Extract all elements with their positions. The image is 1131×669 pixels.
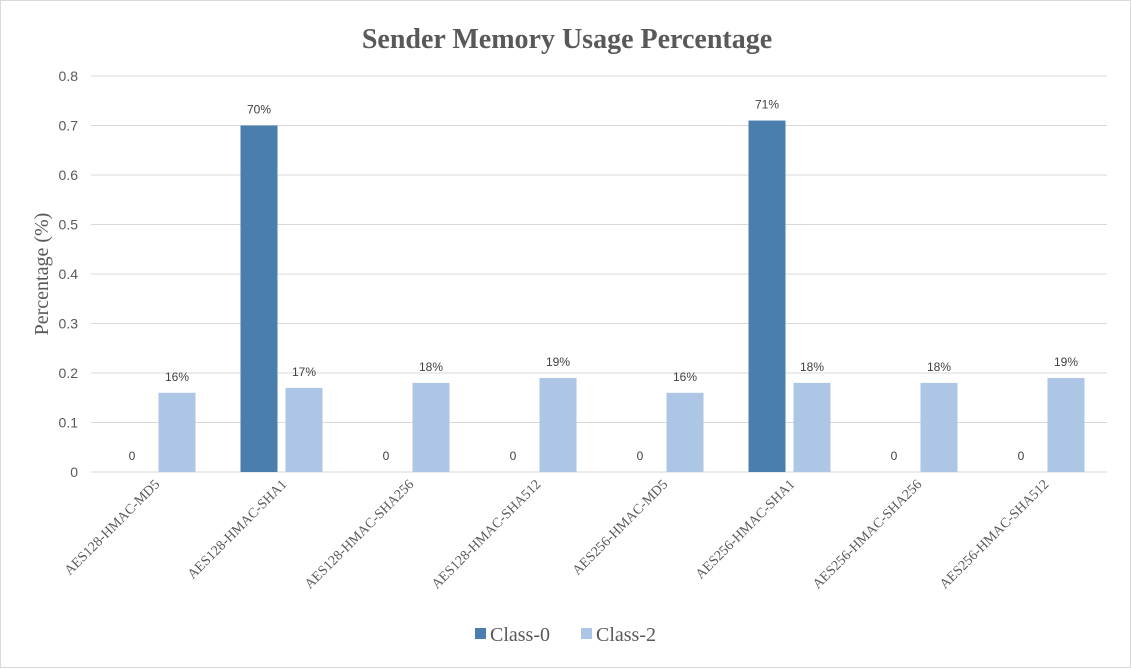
y-tick-label: 0.5 [59, 217, 79, 233]
x-category-label: AES128-HMAC-MD5 [62, 477, 163, 578]
bar-class-2 [412, 382, 450, 472]
y-tick-label: 0.6 [59, 167, 79, 183]
data-label: 0 [383, 449, 390, 463]
y-tick-label: 0.8 [59, 68, 79, 84]
y-tick-label: 0.7 [59, 118, 79, 134]
bar-class-0 [748, 120, 786, 473]
x-category-label: AES256-HMAC-SHA256 [810, 477, 925, 592]
chart-title: Sender Memory Usage Percentage [362, 24, 772, 55]
bar-class-2 [539, 377, 577, 472]
x-axis-categories: AES128-HMAC-MD5 AES128-HMAC-SHA1 AES128-HM… [62, 477, 1052, 592]
y-tick-label: 0.4 [59, 266, 79, 282]
bar-class-2 [158, 392, 196, 472]
data-label: 0 [510, 449, 517, 463]
bar-class-2 [1047, 377, 1085, 472]
data-label: 0 [1018, 449, 1025, 463]
data-label: 0 [637, 449, 644, 463]
data-label: 19% [1054, 355, 1078, 369]
bar-class-2 [793, 382, 831, 472]
data-label: 16% [673, 370, 697, 384]
bar-class-0 [240, 125, 278, 472]
y-tick-label: 0.1 [59, 415, 79, 431]
data-label: 18% [419, 360, 443, 374]
legend: Class-0 Class-2 [475, 624, 656, 646]
data-label: 18% [927, 360, 951, 374]
legend-label: Class-2 [596, 624, 656, 646]
y-tick-label: 0 [70, 464, 78, 480]
x-category-label: AES256-HMAC-SHA1 [693, 477, 798, 582]
data-label: 17% [292, 365, 316, 379]
y-tick-label: 0.3 [59, 316, 79, 332]
legend-swatch [581, 628, 592, 639]
y-axis-label: Percentage (%) [31, 213, 53, 336]
data-label: 0 [129, 449, 136, 463]
legend-label: Class-0 [490, 624, 550, 646]
data-label: 16% [165, 370, 189, 384]
data-label: 70% [247, 103, 271, 117]
bar-class-2 [920, 382, 958, 472]
data-label: 19% [546, 355, 570, 369]
x-category-label: AES256-HMAC-SHA512 [937, 477, 1052, 592]
x-category-label: AES128-HMAC-SHA256 [302, 477, 417, 592]
data-labels: 0 16% 70% 17% 0 18% 0 19% 0 16% 71% 18% 0 18% 0 19% [129, 98, 1079, 463]
data-label: 0 [891, 449, 898, 463]
x-category-label: AES128-HMAC-SHA512 [429, 477, 544, 592]
bar-class-2 [285, 387, 323, 472]
x-category-label: AES128-HMAC-SHA1 [185, 477, 290, 582]
y-axis-ticks: 0 0.1 0.2 0.3 0.4 0.5 0.6 0.7 0.8 [59, 68, 79, 480]
data-label: 18% [800, 360, 824, 374]
x-category-label: AES256-HMAC-MD5 [570, 477, 671, 578]
y-tick-label: 0.2 [59, 365, 79, 381]
legend-swatch [475, 628, 486, 639]
bar-class-2 [666, 392, 704, 472]
data-label: 71% [755, 98, 779, 112]
bars [158, 120, 1085, 473]
